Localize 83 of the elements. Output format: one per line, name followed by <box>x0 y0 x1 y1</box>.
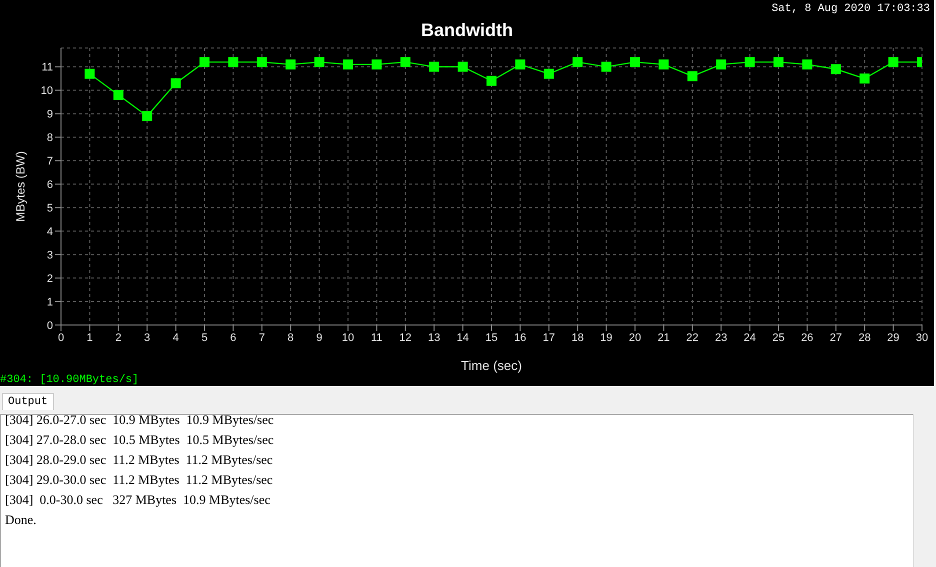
point <box>830 64 841 74</box>
y-tick-label: 3 <box>46 249 53 262</box>
x-tick-label: 10 <box>342 332 354 344</box>
x-tick-label: 11 <box>370 332 382 344</box>
x-tick-label: 26 <box>801 332 814 344</box>
y-tick-label: 9 <box>46 108 53 121</box>
point <box>774 57 784 68</box>
text: #304: [10.90MBytes/s] <box>0 374 139 386</box>
point <box>372 59 382 70</box>
y-tick-label: 0 <box>46 320 53 332</box>
point <box>429 62 440 72</box>
x-tick-label: 30 <box>916 332 928 344</box>
y-axis-title: MBytes (BW) <box>13 151 28 222</box>
x-tick-label: 21 <box>658 332 670 344</box>
x-tick-label: 0 <box>58 332 64 344</box>
x-tick-label: 24 <box>744 332 756 344</box>
x-tick-label: 1 <box>86 332 93 344</box>
point <box>544 68 554 79</box>
point <box>400 57 410 68</box>
y-tick-label: 1 <box>46 296 53 308</box>
point <box>572 57 583 68</box>
x-tick-label: 8 <box>288 332 294 344</box>
point <box>630 57 640 68</box>
y-tick-label: 4 <box>46 226 53 238</box>
x-tick-label: 2 <box>115 332 122 344</box>
point <box>343 59 353 70</box>
point <box>228 57 238 68</box>
x-tick-label: 7 <box>258 332 265 344</box>
text: [304] 26.0-27.0 sec 10.9 MBytes 10.9 MBytes/sec <box>5 414 274 429</box>
point <box>716 59 726 70</box>
point <box>458 62 468 72</box>
point <box>170 78 181 88</box>
point <box>84 68 95 79</box>
x-tick-label: 4 <box>172 332 179 344</box>
x-tick-label: 18 <box>571 332 584 344</box>
point <box>687 71 698 82</box>
point <box>113 90 124 100</box>
point <box>286 59 296 70</box>
y-tick-label: 10 <box>40 85 53 98</box>
x-tick-label: 15 <box>485 332 498 344</box>
y-tick-label: 8 <box>46 132 53 144</box>
text: [304] 28.0-29.0 sec 11.2 MBytes 11.2 MBytes/sec <box>5 451 273 469</box>
x-tick-label: 5 <box>201 332 208 344</box>
x-tick-label: 16 <box>514 332 526 344</box>
x-tick-label: 17 <box>542 332 556 344</box>
x-tick-label: 25 <box>772 332 785 344</box>
point <box>860 74 870 84</box>
x-tick-label: 9 <box>316 332 322 344</box>
point <box>142 111 152 122</box>
x-tick-label: 28 <box>858 332 871 344</box>
x-tick-label: 14 <box>456 332 469 344</box>
point <box>515 59 526 70</box>
point <box>888 57 898 68</box>
x-tick-label: 23 <box>714 332 728 344</box>
x-tick-label: 22 <box>686 332 699 344</box>
x-tick-label: 13 <box>428 332 440 344</box>
point <box>256 57 267 68</box>
x-tick-label: 29 <box>887 332 900 344</box>
text: Sat, 8 Aug 2020 17:03:33 <box>772 3 930 15</box>
point <box>744 57 755 68</box>
x-tick-label: 12 <box>399 332 412 344</box>
point <box>314 57 324 68</box>
x-tick-label: 6 <box>230 332 236 344</box>
text: Done. <box>5 511 36 529</box>
text: [304] 29.0-30.0 sec 11.2 MBytes 11.2 MBytes/sec <box>5 471 273 489</box>
point <box>802 59 812 70</box>
y-tick-label: 6 <box>46 179 53 192</box>
x-tick-label: 3 <box>144 332 150 344</box>
y-tick-label: 7 <box>46 156 53 168</box>
point <box>200 57 210 68</box>
chart-title: Bandwidth <box>420 20 514 41</box>
x-tick-label: 27 <box>830 332 842 344</box>
point <box>658 59 669 70</box>
point <box>486 76 496 86</box>
point <box>601 62 612 72</box>
x-tick-label: 19 <box>600 332 612 344</box>
y-tick-label: 11 <box>42 62 53 74</box>
y-tick-label: 2 <box>46 272 53 285</box>
text: [304] 0.0-30.0 sec 327 MBytes 10.9 MBytes/sec <box>5 491 270 509</box>
x-axis-title: Time (sec) <box>461 358 522 373</box>
y-tick-label: 5 <box>46 202 53 215</box>
x-tick-label: 20 <box>628 332 642 344</box>
text: [304] 27.0-28.0 sec 10.5 MBytes 10.5 MBytes/sec <box>5 431 274 449</box>
